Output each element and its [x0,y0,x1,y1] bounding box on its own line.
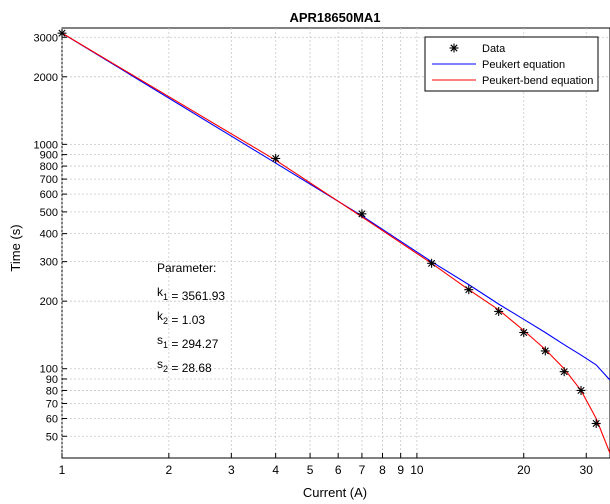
x-tick-label: 8 [379,463,386,477]
data-point [427,258,437,268]
x-axis-ticks: 1 2 3 4 5 6 7 8 9 10 20 30 [59,453,594,477]
y-tick-label: 400 [40,229,58,241]
data-point [519,328,529,338]
data-point [494,306,504,316]
data-point [591,418,601,428]
series-lines [61,32,610,454]
y-tick-label: 1000 [34,139,58,151]
y-tick-label: 2000 [34,72,58,84]
x-tick-label: 6 [335,463,342,477]
x-tick-label: 2 [165,463,172,477]
data-markers [57,28,601,428]
y-tick-label: 800 [40,161,58,173]
y-tick-label: 700 [40,174,58,186]
plot-area: 1 2 3 4 5 6 7 8 9 10 20 30 506070809010020030040050… [34,27,610,477]
data-point [576,385,586,395]
annotation-line: k2 = 1.03 [157,309,205,327]
annotation-line: Parameter: [157,261,216,275]
y-tick-label: 3000 [34,32,58,44]
data-point [464,285,474,295]
y-axis-label: Time (s) [8,224,23,271]
x-tick-label: 5 [307,463,314,477]
legend-label: Data [482,43,506,55]
series-line-peukert-bend-equation [61,32,610,454]
y-tick-label: 600 [40,189,58,201]
annotation-line: s2 = 28.68 [157,357,212,375]
annotation-line: s1 = 294.27 [157,333,219,351]
y-tick-label: 500 [40,207,58,219]
y-tick-label: 60 [46,413,58,425]
x-tick-label: 1 [59,463,66,477]
plot-frame [61,27,610,459]
y-tick-label: 80 [46,385,58,397]
y-tick-label: 900 [40,150,58,162]
y-tick-label: 200 [40,296,58,308]
legend: Data Peukert equation Peukert-bend equatio… [424,36,599,92]
y-tick-label: 70 [46,398,58,410]
y-tick-label: 100 [40,364,58,376]
legend-label: Peukert-bend equation [482,75,593,87]
data-point [271,153,281,163]
data-point [540,346,550,356]
y-tick-label: 50 [46,431,58,443]
annotation-line: k1 = 3561.93 [157,285,225,303]
x-tick-label: 4 [272,463,279,477]
x-tick-label: 7 [359,463,366,477]
data-point [57,28,67,38]
x-axis-label: Current (A) [303,485,367,500]
x-tick-label: 30 [580,463,594,477]
legend-label: Peukert equation [482,59,565,71]
x-tick-label: 20 [517,463,531,477]
y-tick-label: 90 [46,374,58,386]
x-tick-label: 3 [228,463,235,477]
data-point [559,367,569,377]
legend-marker [449,43,459,53]
x-tick-label: 10 [410,463,424,477]
chart-title: APR18650MA1 [289,10,380,25]
parameter-annotation: Parameter: k1 = 3561.93 k2 = 1.03 s1 = 294.… [157,261,225,375]
y-tick-label: 300 [40,257,58,269]
x-tick-label: 9 [397,463,404,477]
data-point [357,209,367,219]
